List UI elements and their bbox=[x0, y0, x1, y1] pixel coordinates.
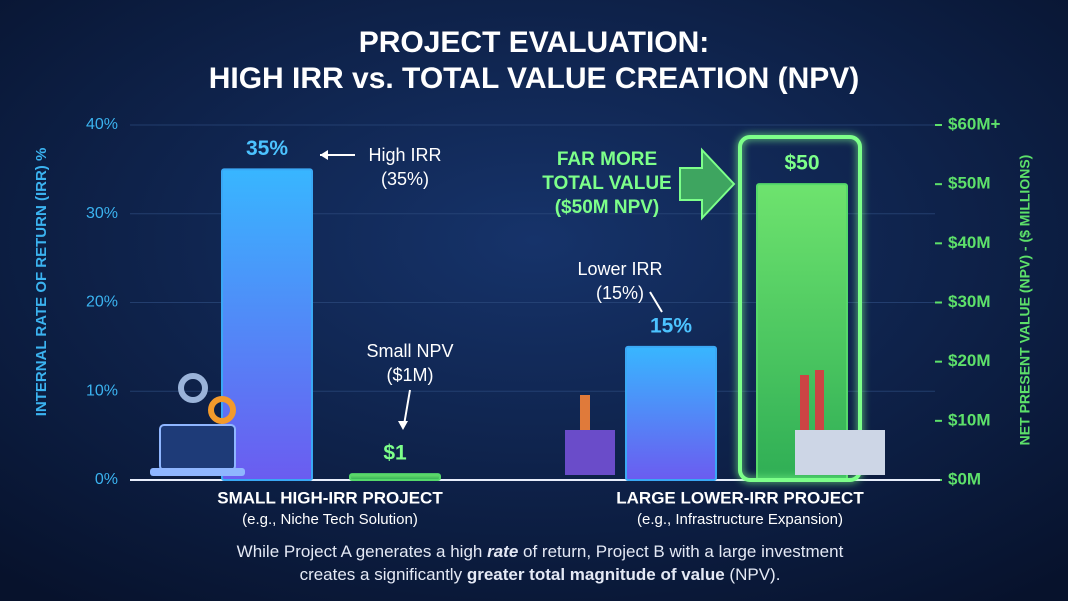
caption-segment: rate bbox=[487, 542, 518, 561]
highlight-box bbox=[738, 135, 862, 482]
caption-segment: (NPV). bbox=[725, 565, 781, 584]
caption-segment: While Project A generates a high bbox=[237, 542, 487, 561]
y-tick-label: 20% bbox=[86, 294, 118, 311]
y2-tick-label: $30M bbox=[948, 292, 991, 311]
caption-segment: of return, Project B with a large invest… bbox=[518, 542, 843, 561]
y2-tick-label: $10M bbox=[948, 410, 991, 429]
category-note: (e.g., Niche Tech Solution) bbox=[242, 511, 418, 528]
value-label: 15% bbox=[650, 314, 692, 337]
value-label: $50 bbox=[784, 152, 819, 175]
gear-icon bbox=[178, 373, 208, 403]
caption-segment: creates a significantly bbox=[300, 565, 467, 584]
chimney-icon bbox=[800, 375, 809, 430]
big-arrow bbox=[679, 147, 736, 221]
decorations bbox=[150, 135, 885, 482]
y-tick-label: 10% bbox=[86, 382, 118, 399]
y-tick-label: 0% bbox=[95, 471, 118, 488]
y2-tick-label: $20M bbox=[948, 351, 991, 370]
y2-axis-label: NET PRESENT VALUE (NPV) - ($ MILLIONS) bbox=[1017, 155, 1033, 446]
arrowhead bbox=[398, 421, 408, 430]
annotation: TOTAL VALUE bbox=[542, 173, 671, 194]
laptop-icon bbox=[159, 424, 236, 471]
chimney-icon bbox=[815, 370, 824, 430]
bar bbox=[625, 345, 717, 481]
y-axis-label: INTERNAL RATE OF RETURN (IRR) % bbox=[33, 148, 50, 417]
annotation: (35%) bbox=[381, 169, 429, 189]
bar bbox=[221, 168, 313, 481]
annotation: ($50M NPV) bbox=[555, 197, 660, 218]
x-tick-label: LARGE LOWER-IRR PROJECT bbox=[616, 488, 864, 507]
chart-title: HIGH IRR vs. TOTAL VALUE CREATION (NPV) bbox=[209, 62, 860, 95]
arrow bbox=[649, 291, 663, 313]
chart-title: PROJECT EVALUATION: bbox=[359, 26, 710, 59]
caption: While Project A generates a high rate of… bbox=[237, 542, 844, 561]
y2-tick-label: $0M bbox=[948, 469, 981, 488]
y-tick-label: 30% bbox=[86, 205, 118, 222]
annotation: (15%) bbox=[596, 283, 644, 303]
value-label: 35% bbox=[246, 137, 288, 160]
arrowhead bbox=[320, 150, 328, 160]
y-tick-label: 40% bbox=[86, 116, 118, 133]
annotation: Small NPV bbox=[366, 341, 453, 361]
bar bbox=[349, 473, 441, 482]
y2-tick-label: $60M+ bbox=[948, 114, 1001, 133]
annotation: Lower IRR bbox=[577, 259, 662, 279]
caption: creates a significantly greater total ma… bbox=[300, 565, 781, 584]
annotation: High IRR bbox=[368, 145, 441, 165]
annotation: ($1M) bbox=[386, 365, 433, 385]
category-note: (e.g., Infrastructure Expansion) bbox=[637, 511, 843, 528]
arrow bbox=[403, 389, 411, 426]
factory-icon bbox=[565, 430, 615, 475]
x-tick-label: SMALL HIGH-IRR PROJECT bbox=[217, 488, 443, 507]
annotation: FAR MORE bbox=[557, 149, 657, 170]
laptop-base bbox=[150, 468, 245, 476]
factory-icon bbox=[795, 430, 885, 475]
y2-tick-label: $40M bbox=[948, 233, 991, 252]
value-label: $1 bbox=[383, 442, 407, 465]
y2-tick-label: $50M bbox=[948, 174, 991, 193]
caption-segment: greater total magnitude of value bbox=[467, 565, 725, 584]
chimney-icon bbox=[580, 395, 590, 430]
gear-icon bbox=[208, 396, 236, 424]
